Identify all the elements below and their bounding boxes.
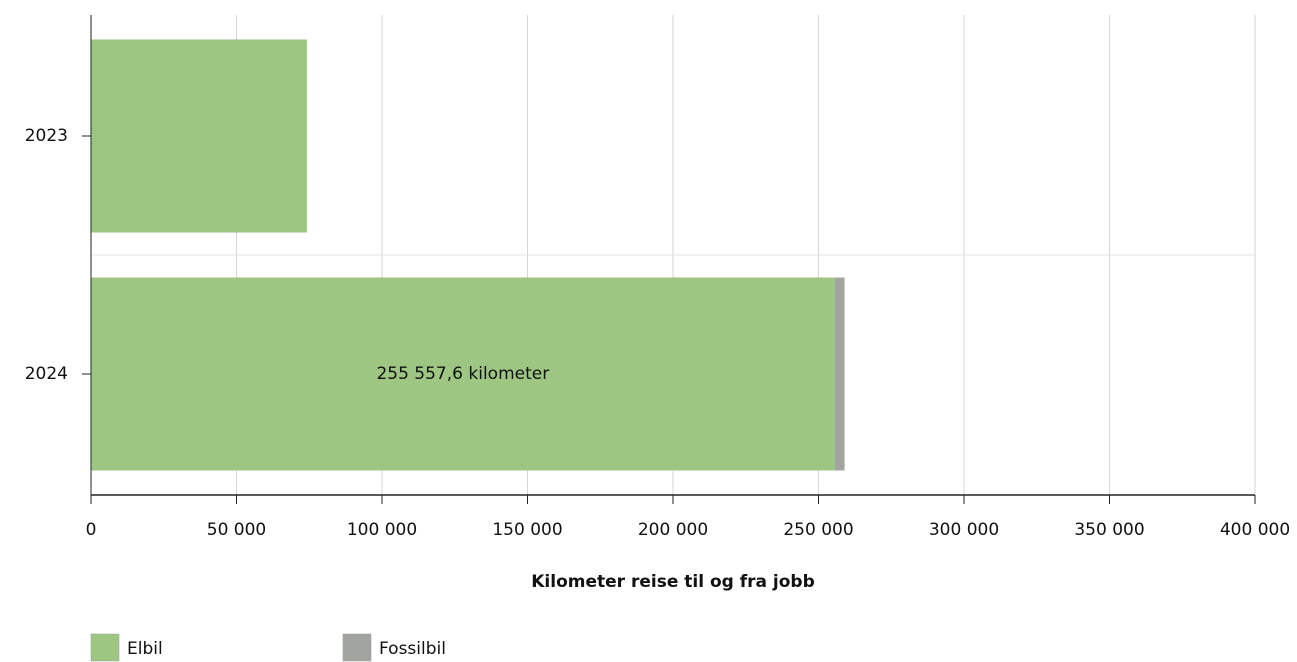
x-tick-label: 100 000 xyxy=(347,520,417,540)
data-label: 255 557,6 kilometer xyxy=(376,364,549,384)
bar-segment xyxy=(91,39,307,233)
legend-label: Elbil xyxy=(127,639,163,659)
x-tick-label: 250 000 xyxy=(783,520,853,540)
x-tick-label: 400 000 xyxy=(1220,520,1290,540)
legend-swatch xyxy=(342,633,372,662)
bar-segment xyxy=(91,277,835,471)
legend-label: Fossilbil xyxy=(379,639,446,659)
bar-segment xyxy=(834,277,845,471)
x-tick-label: 50 000 xyxy=(207,520,266,540)
legend-swatch xyxy=(90,633,120,662)
x-tick-label: 350 000 xyxy=(1074,520,1144,540)
y-tick-label: 2023 xyxy=(25,126,68,146)
x-tick-label: 150 000 xyxy=(492,520,562,540)
x-tick-label: 300 000 xyxy=(929,520,999,540)
x-axis-title: Kilometer reise til og fra jobb xyxy=(531,572,815,592)
x-tick-label: 200 000 xyxy=(638,520,708,540)
x-tick-label: 0 xyxy=(86,520,97,540)
y-tick-label: 2024 xyxy=(25,364,68,384)
